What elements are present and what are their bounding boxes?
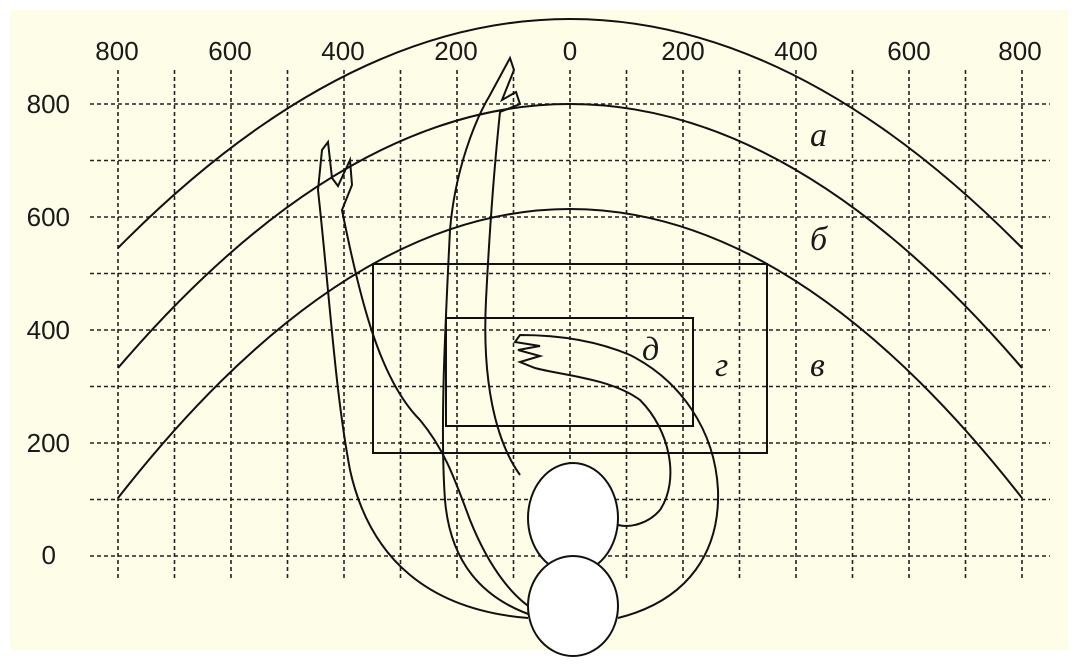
right-arm-outline (513, 333, 720, 619)
rect-zone-g (372, 263, 768, 454)
x-tick-label: 200 (434, 36, 477, 66)
x-tick-label: 800 (998, 36, 1041, 66)
y-tick-label: 200 (27, 428, 70, 458)
left-arm-figure (316, 139, 539, 619)
x-tick-label: 400 (774, 36, 817, 66)
arc-zone-a (117, 18, 1023, 249)
zone-label-g: г (715, 347, 728, 384)
zone-label-d: д (642, 331, 659, 368)
left-arm-outline (316, 139, 539, 619)
y-tick-label: 0 (42, 540, 56, 570)
x-tick-label: 600 (887, 36, 930, 66)
arc-zone-v (117, 208, 1023, 499)
x-tick-label: 200 (661, 36, 704, 66)
dotted-grid (90, 70, 1050, 580)
x-tick-label: 0 (563, 36, 577, 66)
middle-arm-figure (441, 55, 541, 619)
x-axis-ticks: 800 600 400 200 0 200 400 600 800 (95, 36, 1041, 66)
x-tick-label: 600 (208, 36, 251, 66)
zone-label-b: б (810, 221, 829, 258)
right-arm-figure (513, 333, 720, 619)
y-tick-label: 400 (27, 315, 70, 345)
y-axis-ticks: 800 600 400 200 0 (27, 89, 70, 570)
x-tick-label: 400 (321, 36, 364, 66)
rect-zone-d (445, 317, 694, 427)
x-tick-label: 800 (95, 36, 138, 66)
zone-label-a: а (810, 117, 827, 154)
y-tick-label: 800 (27, 89, 70, 119)
middle-arm-outline (441, 55, 541, 619)
y-tick-label: 600 (27, 202, 70, 232)
body-shape (527, 555, 619, 657)
arc-zone-b (117, 103, 1023, 369)
zone-label-v: в (810, 347, 825, 384)
